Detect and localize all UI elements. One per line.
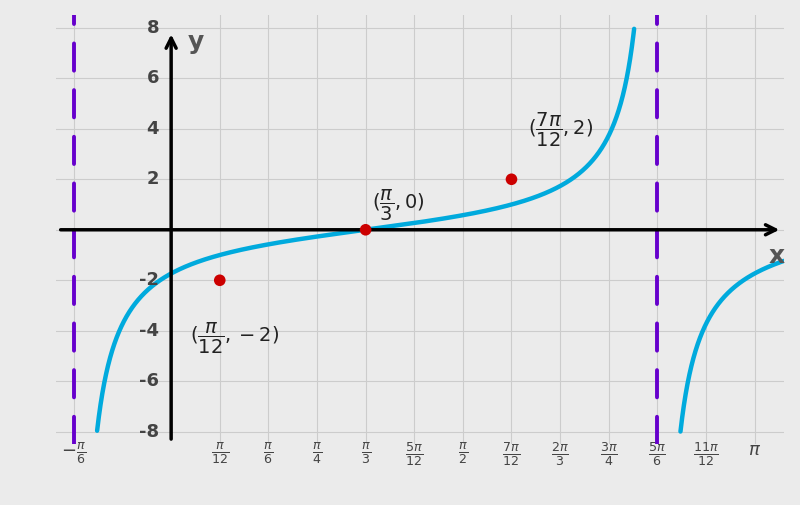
Point	[359, 226, 372, 234]
Text: 2: 2	[146, 170, 159, 188]
Text: $\frac{\pi}{3}$: $\frac{\pi}{3}$	[361, 440, 370, 466]
Text: $\frac{\pi}{2}$: $\frac{\pi}{2}$	[458, 440, 468, 466]
Text: -6: -6	[139, 372, 159, 390]
Text: $\frac{7\pi}{12}$: $\frac{7\pi}{12}$	[502, 440, 521, 469]
Text: $\frac{2\pi}{3}$: $\frac{2\pi}{3}$	[551, 440, 569, 469]
Text: $(\dfrac{\pi}{12},-2)$: $(\dfrac{\pi}{12},-2)$	[190, 321, 279, 356]
Text: $\frac{\pi}{12}$: $\frac{\pi}{12}$	[210, 440, 229, 466]
Text: $\frac{\pi}{4}$: $\frac{\pi}{4}$	[312, 440, 322, 466]
Text: $(\dfrac{7\pi}{12},2)$: $(\dfrac{7\pi}{12},2)$	[528, 111, 593, 149]
Text: -8: -8	[139, 423, 159, 441]
Text: x: x	[769, 243, 785, 268]
Text: 8: 8	[146, 19, 159, 37]
Text: $\frac{5\pi}{12}$: $\frac{5\pi}{12}$	[406, 440, 423, 469]
Point	[214, 276, 226, 284]
Text: $\pi$: $\pi$	[748, 440, 761, 459]
Text: $-\frac{\pi}{6}$: $-\frac{\pi}{6}$	[62, 440, 86, 466]
Text: $\frac{5\pi}{6}$: $\frac{5\pi}{6}$	[649, 440, 666, 469]
Text: -2: -2	[139, 271, 159, 289]
Point	[505, 175, 518, 183]
Text: $\frac{3\pi}{4}$: $\frac{3\pi}{4}$	[600, 440, 618, 469]
Text: -4: -4	[139, 322, 159, 340]
Text: $(\dfrac{\pi}{3},0)$: $(\dfrac{\pi}{3},0)$	[372, 188, 425, 223]
Text: y: y	[188, 30, 204, 55]
Text: 4: 4	[146, 120, 159, 138]
Text: $\frac{\pi}{6}$: $\frac{\pi}{6}$	[263, 440, 274, 466]
Text: $\frac{11\pi}{12}$: $\frac{11\pi}{12}$	[693, 440, 719, 469]
Text: 6: 6	[146, 69, 159, 87]
